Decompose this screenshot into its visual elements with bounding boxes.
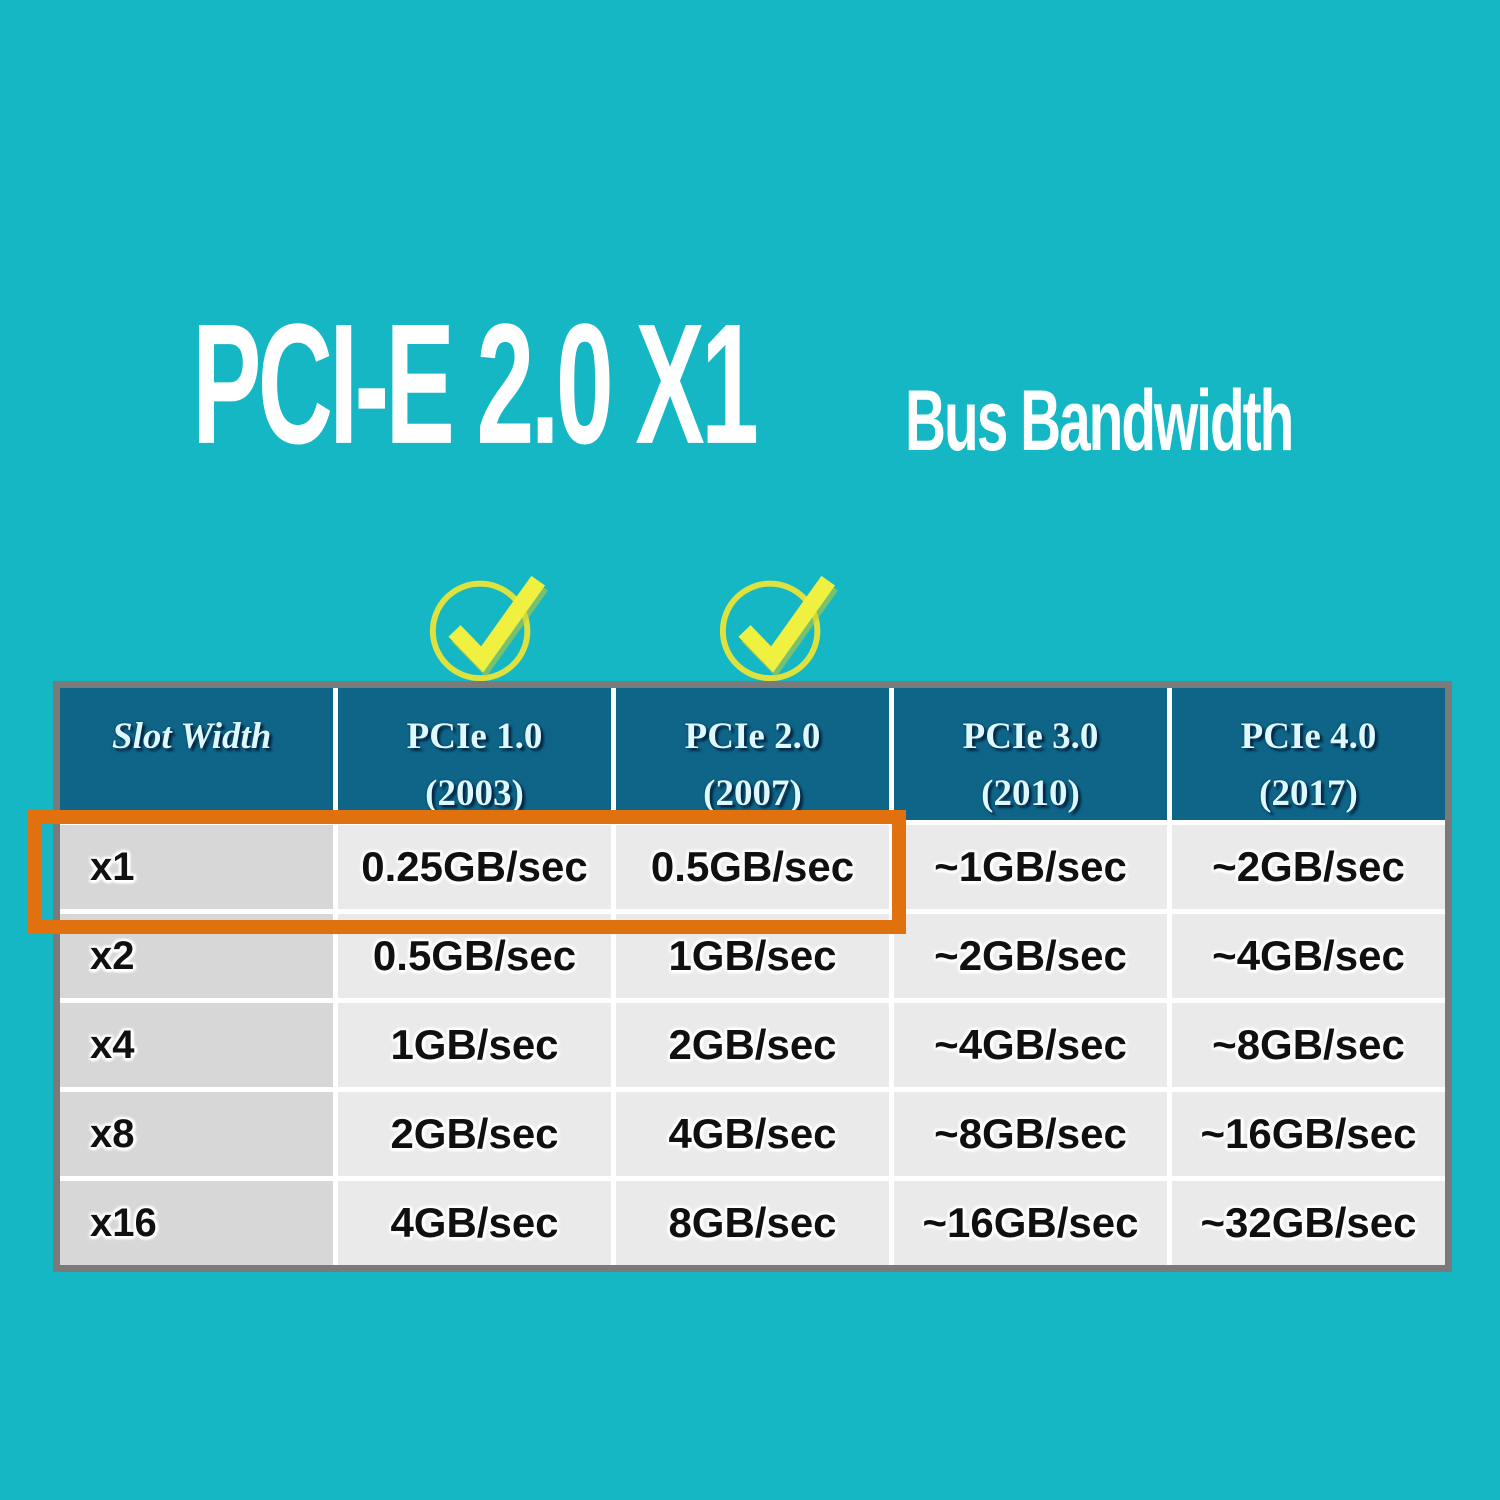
header-year: (2010) (981, 773, 1080, 815)
header-pcie-3-0: PCIe 3.0 (2010) (894, 688, 1167, 820)
header-label: PCIe 3.0 (962, 716, 1099, 757)
bandwidth-cell: ~16GB/sec (894, 1181, 1167, 1265)
bandwidth-cell: ~4GB/sec (894, 1003, 1167, 1087)
header-label: PCIe 4.0 (1240, 716, 1377, 757)
bandwidth-cell: ~4GB/sec (1172, 914, 1445, 998)
slot-label: x4 (60, 1003, 333, 1087)
bandwidth-cell: 1GB/sec (338, 1003, 611, 1087)
slot-label: x1 (60, 825, 333, 909)
bandwidth-cell: 4GB/sec (338, 1181, 611, 1265)
checkmark-icon-pcie2 (719, 575, 838, 682)
page-subtitle: Bus Bandwidth (905, 373, 1294, 469)
header-pcie-2-0: PCIe 2.0 (2007) (616, 688, 889, 820)
bandwidth-cell: 0.5GB/sec (616, 825, 889, 909)
bandwidth-cell: 8GB/sec (616, 1181, 889, 1265)
header-year: (2017) (1259, 773, 1358, 815)
checkmark-icon-pcie1 (429, 575, 548, 682)
header-year: (2003) (425, 773, 524, 815)
bandwidth-cell: ~2GB/sec (1172, 825, 1445, 909)
bandwidth-cell: 4GB/sec (616, 1092, 889, 1176)
bandwidth-cell: 0.25GB/sec (338, 825, 611, 909)
bandwidth-cell: 2GB/sec (616, 1003, 889, 1087)
slot-label: x2 (60, 914, 333, 998)
bandwidth-cell: ~16GB/sec (1172, 1092, 1445, 1176)
slot-label: x8 (60, 1092, 333, 1176)
header-label: PCIe 1.0 (406, 716, 543, 757)
page-title: PCI-E 2.0 X1 (192, 287, 759, 480)
bandwidth-cell: 0.5GB/sec (338, 914, 611, 998)
bandwidth-cell: ~1GB/sec (894, 825, 1167, 909)
header-pcie-1-0: PCIe 1.0 (2003) (338, 688, 611, 820)
header-year: (2007) (703, 773, 802, 815)
bandwidth-cell: 1GB/sec (616, 914, 889, 998)
bandwidth-cell: ~32GB/sec (1172, 1181, 1445, 1265)
header-label: Slot Width (112, 716, 272, 757)
header-pcie-4-0: PCIe 4.0 (2017) (1172, 688, 1445, 820)
bandwidth-cell: 2GB/sec (338, 1092, 611, 1176)
bandwidth-cell: ~8GB/sec (1172, 1003, 1445, 1087)
bandwidth-cell: ~2GB/sec (894, 914, 1167, 998)
bandwidth-table: Slot Width PCIe 1.0 (2003) PCIe 2.0 (200… (53, 681, 1452, 1272)
slot-label: x16 (60, 1181, 333, 1265)
bandwidth-cell: ~8GB/sec (894, 1092, 1167, 1176)
header-label: PCIe 2.0 (684, 716, 821, 757)
header-slot-width: Slot Width (60, 688, 333, 820)
